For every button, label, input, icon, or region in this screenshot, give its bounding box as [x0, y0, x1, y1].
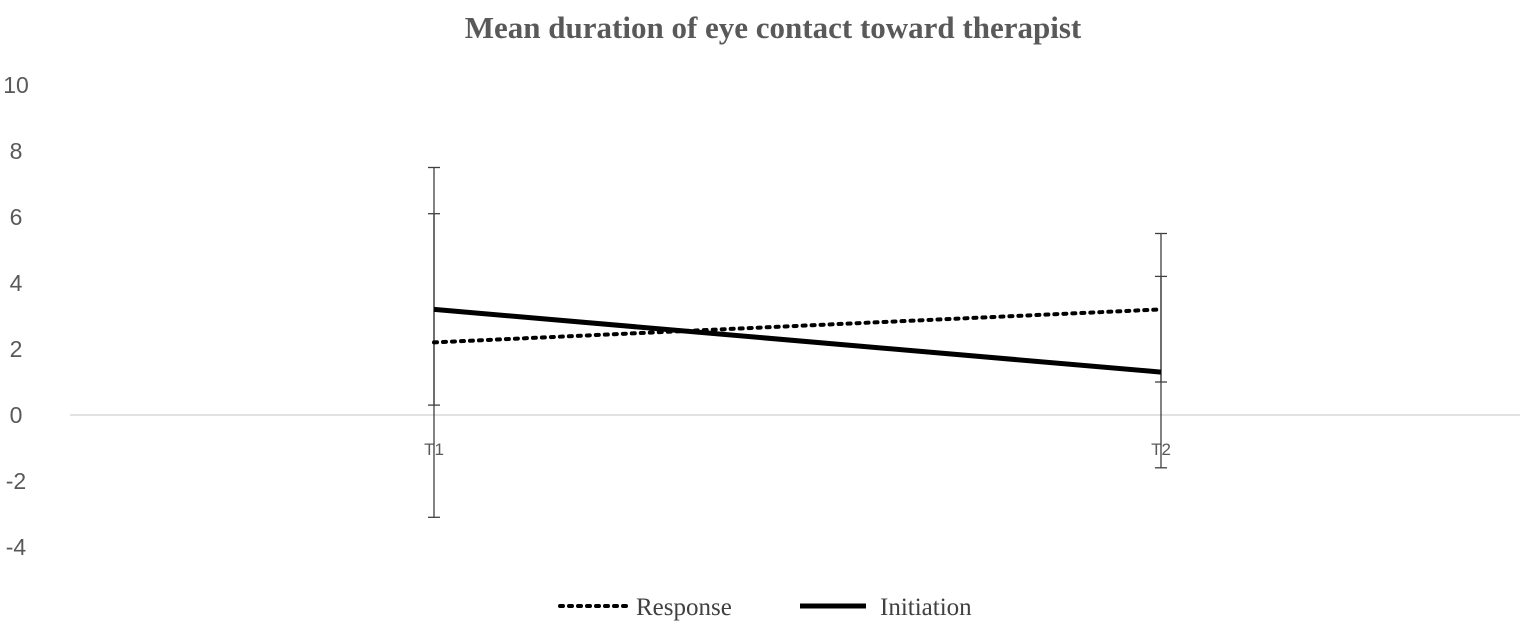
legend-label-initiation: Initiation — [880, 594, 972, 621]
y-tick-label: 4 — [10, 270, 23, 296]
y-tick-label: 10 — [3, 72, 29, 98]
legend-label-response: Response — [636, 594, 732, 621]
series-line-response — [432, 307, 1163, 345]
y-axis-ticks: 10 8 6 4 2 0 -2 -4 — [3, 72, 29, 560]
y-tick-label: -4 — [6, 534, 27, 560]
y-tick-label: 6 — [10, 204, 23, 230]
y-tick-label: 0 — [10, 402, 23, 428]
series-line-initiation — [433, 306, 1162, 375]
chart-title: Mean duration of eye contact toward ther… — [465, 10, 1082, 45]
series-lines — [432, 306, 1163, 375]
y-tick-label: 2 — [10, 336, 23, 362]
y-tick-label: 8 — [10, 138, 23, 164]
x-axis-ticks: T1 T2 — [424, 440, 1171, 459]
legend: Response Initiation — [558, 594, 972, 621]
y-tick-label: -2 — [6, 468, 26, 494]
